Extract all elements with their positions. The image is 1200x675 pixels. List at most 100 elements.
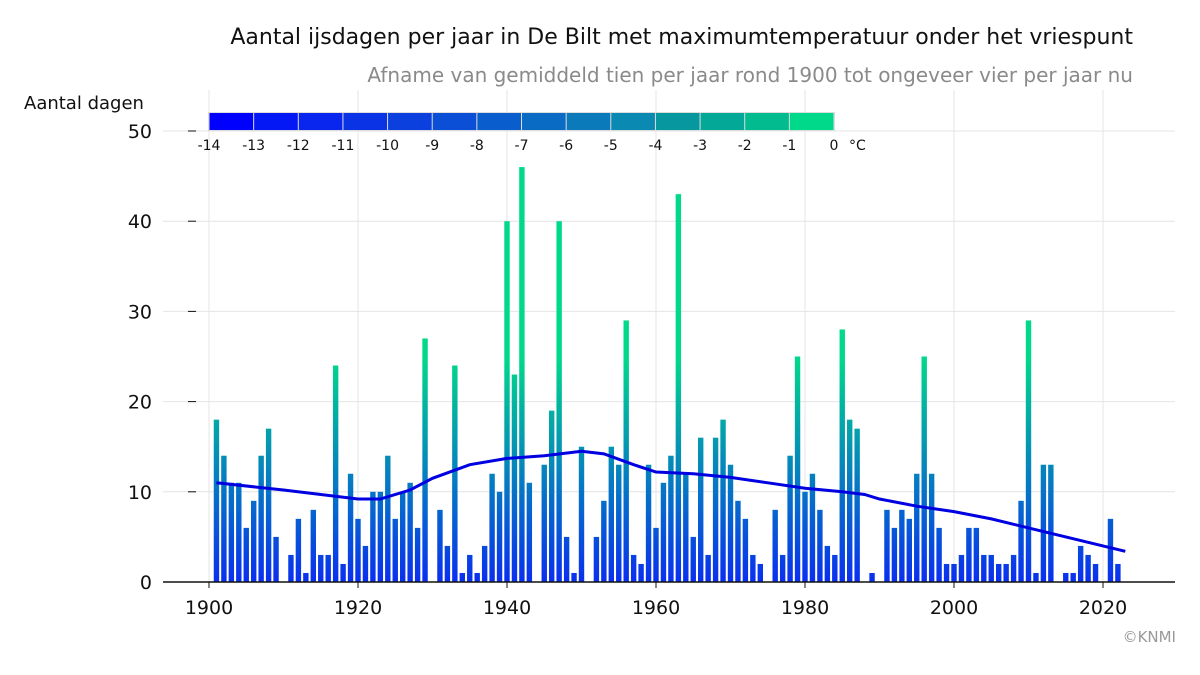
colorbar-swatch (388, 113, 432, 130)
bar-2013 (1048, 464, 1054, 582)
bar-1945 (541, 464, 547, 582)
bar-1987 (854, 428, 860, 582)
colorbar-tick-label: 0 (830, 138, 839, 154)
bar-1948 (563, 536, 570, 582)
bar-1960 (653, 527, 659, 582)
bar-2022 (1115, 563, 1121, 582)
x-tick-label: 2000 (930, 597, 978, 619)
bar-1943 (526, 482, 533, 582)
bar-2010 (1025, 320, 1032, 582)
colorbar-tick-label: -14 (198, 138, 221, 154)
bar-1902 (221, 455, 227, 582)
bar-1925 (392, 518, 398, 582)
bar-1919 (347, 473, 354, 582)
bar-1973 (750, 554, 756, 582)
bar-1994 (906, 518, 912, 582)
x-tick-label: 1940 (483, 597, 531, 619)
bar-2019 (1092, 563, 1099, 582)
trend-line (216, 449, 1126, 553)
bar-1912 (295, 518, 302, 582)
colorbar-swatch (254, 113, 298, 130)
y-tick-label: 20 (128, 392, 152, 414)
x-tick-label: 1980 (781, 597, 829, 619)
colorbar-swatch (477, 113, 521, 130)
bar-1928 (414, 527, 421, 582)
colorbar-tick-label: -13 (242, 138, 265, 154)
bar-1957 (630, 554, 637, 582)
bar-2018 (1085, 554, 1091, 582)
bar-1997 (928, 473, 935, 582)
bar-1999 (943, 563, 950, 582)
bar-1939 (496, 491, 503, 582)
bar-1970 (727, 464, 734, 582)
bar-1938 (489, 473, 495, 582)
colorbar-tick-label: -6 (559, 138, 573, 154)
bar-1986 (847, 419, 853, 582)
bar-2012 (1040, 464, 1047, 582)
bar-1906 (251, 500, 257, 582)
bar-1921 (362, 545, 369, 582)
bar-1992 (891, 527, 898, 582)
x-tick-label: 1960 (632, 597, 680, 619)
bar-1929 (422, 338, 428, 582)
colorbar-swatch (655, 113, 700, 130)
bar-1959 (645, 464, 652, 582)
y-tick-label: 0 (140, 572, 152, 594)
bar-1935 (467, 554, 473, 582)
bar-1931 (437, 509, 443, 582)
bar-1966 (698, 437, 704, 582)
bar-1932 (444, 545, 451, 582)
x-ticks: 1900 1920 1940 1960 1980 2000 2020 (185, 582, 1127, 619)
bar-1940 (504, 221, 510, 582)
colorbar-tick-label: -12 (287, 138, 310, 154)
bar-1972 (742, 518, 749, 582)
y-tick-label: 10 (128, 482, 152, 504)
bar-2004 (981, 554, 987, 582)
colorbar-swatch (209, 113, 254, 130)
bar-1934 (459, 572, 465, 582)
bar-2008 (1010, 554, 1017, 582)
y-axis-label: Aantal dagen (24, 93, 144, 114)
bar-1955 (616, 464, 622, 582)
colorbar-tick-label: -3 (693, 138, 707, 154)
bar-2005 (988, 554, 994, 582)
colorbar-tick-label: -8 (470, 138, 484, 154)
x-tick-label: 1920 (334, 597, 382, 619)
bars (213, 167, 1121, 582)
bar-1963 (675, 194, 682, 582)
bar-1991 (884, 509, 890, 582)
colorbar-swatch (611, 113, 655, 130)
bar-1907 (258, 455, 264, 582)
bar-1977 (779, 554, 786, 582)
bar-2011 (1033, 572, 1039, 582)
bar-1946 (549, 410, 555, 582)
bar-1918 (340, 563, 346, 582)
bar-1998 (936, 527, 942, 582)
bar-1964 (683, 473, 689, 582)
x-tick-label: 2020 (1079, 597, 1127, 619)
bar-1915 (318, 554, 324, 582)
bar-1933 (452, 365, 458, 582)
bar-1954 (608, 446, 614, 582)
bar-2015 (1063, 572, 1069, 582)
colorbar-tick-label: -11 (331, 138, 354, 154)
bar-1905 (243, 527, 249, 582)
bar-1901 (213, 419, 220, 582)
colorbar-tick-label: -4 (648, 138, 662, 154)
colorbar-tick-label: -10 (376, 138, 399, 154)
bar-1941 (511, 374, 518, 582)
y-tick-label: 50 (128, 121, 152, 143)
colorbar-swatch (432, 113, 477, 130)
bar-1927 (407, 482, 413, 582)
colorbar-swatch (745, 113, 789, 130)
bar-2016 (1070, 572, 1076, 582)
bar-1956 (623, 320, 629, 582)
bar-1947 (556, 221, 562, 582)
bar-1995 (914, 473, 920, 582)
colorbar-swatch (700, 113, 745, 130)
bar-2017 (1077, 545, 1084, 582)
bar-1981 (809, 473, 816, 582)
bar-1982 (817, 509, 823, 582)
bar-1961 (660, 482, 667, 582)
